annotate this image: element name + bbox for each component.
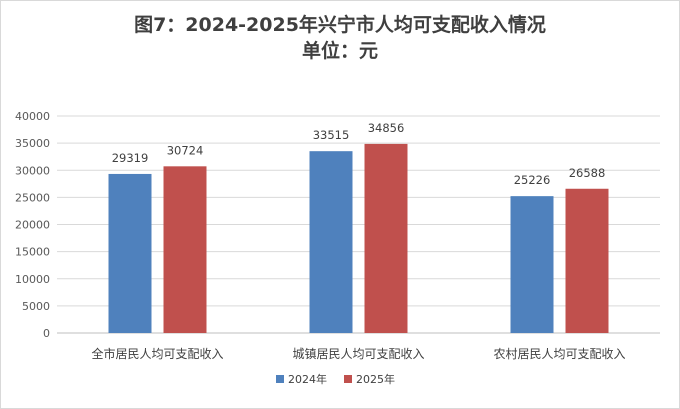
y-tick-label: 15000 — [15, 246, 50, 259]
data-label: 34856 — [368, 121, 405, 135]
bar — [163, 166, 207, 333]
y-tick-label: 40000 — [15, 110, 50, 123]
legend-swatch — [276, 375, 284, 383]
data-label: 30724 — [167, 143, 204, 157]
y-axis: 0 5000 10000 15000 20000 25000 30000 35000 40000 — [15, 110, 50, 340]
y-tick-label: 30000 — [15, 164, 50, 177]
data-label: 25226 — [514, 173, 551, 187]
chart-title: 图7：2024-2025年兴宁市人均可支配收入情况 — [134, 14, 546, 36]
legend[interactable]: 2024年 2025年 — [276, 372, 395, 386]
x-axis: 全市居民人均可支配收入 城镇居民人均可支配收入 农村居民人均可支配收入 — [91, 346, 625, 361]
legend-label[interactable]: 2025年 — [356, 372, 395, 386]
bar — [364, 143, 408, 333]
gridlines — [57, 115, 660, 334]
bar — [510, 196, 554, 333]
data-label: 29319 — [112, 151, 149, 165]
y-tick-label: 20000 — [15, 219, 50, 232]
y-tick-label: 5000 — [22, 300, 50, 313]
y-tick-label: 0 — [43, 327, 50, 340]
bar — [108, 173, 152, 333]
bar — [309, 151, 353, 333]
y-tick-label: 35000 — [15, 137, 50, 150]
y-tick-label: 25000 — [15, 191, 50, 204]
chart-subtitle: 单位：元 — [301, 40, 378, 62]
data-label: 33515 — [313, 128, 350, 142]
data-labels: 29319 30724 33515 34856 25226 26588 — [112, 121, 606, 187]
legend-label[interactable]: 2024年 — [288, 372, 327, 386]
x-tick-label: 全市居民人均可支配收入 — [91, 346, 223, 361]
legend-swatch — [344, 375, 352, 383]
y-tick-label: 10000 — [15, 273, 50, 286]
data-label: 26588 — [569, 166, 606, 180]
x-tick-label: 城镇居民人均可支配收入 — [292, 347, 424, 361]
bars — [108, 143, 609, 333]
x-tick-label: 农村居民人均可支配收入 — [493, 347, 625, 361]
bar — [565, 188, 609, 333]
